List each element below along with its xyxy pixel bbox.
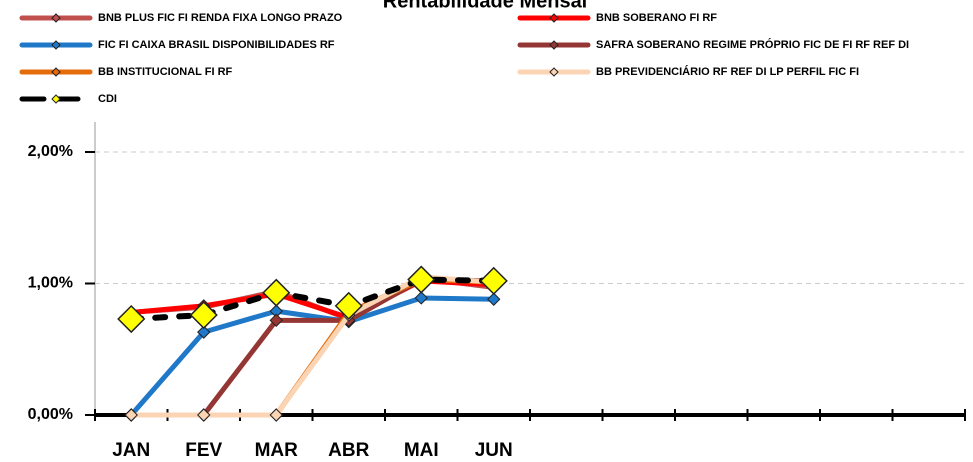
- legend-label: SAFRA SOBERANO REGIME PRÓPRIO FIC DE FI …: [596, 38, 909, 51]
- legend-marker: [549, 67, 559, 77]
- x-tick-label: JAN: [112, 440, 150, 461]
- legend-marker: [51, 40, 61, 50]
- series-marker: [262, 278, 291, 307]
- series-marker: [334, 291, 363, 320]
- x-tick-label: MAR: [255, 440, 299, 461]
- x-tick-label: MAI: [404, 440, 439, 461]
- y-tick-label: 1,00%: [28, 275, 73, 292]
- x-tick-label: JUN: [475, 440, 513, 461]
- x-tick-label: ABR: [328, 440, 369, 461]
- series-marker: [487, 292, 501, 306]
- series-marker: [189, 300, 218, 330]
- legend-label: FIC FI CAIXA BRASIL DISPONIBILIDADES RF: [98, 39, 335, 51]
- y-tick-label: 0,00%: [28, 406, 73, 423]
- legend-label: BB INSTITUCIONAL FI RF: [98, 66, 233, 78]
- legend-label: BNB SOBERANO FI RF: [596, 12, 717, 24]
- legend-marker: [51, 13, 61, 23]
- series-marker: [407, 265, 436, 294]
- legend-marker: [549, 40, 559, 50]
- series-marker: [269, 313, 283, 328]
- series-marker: [479, 266, 508, 295]
- legend-marker: [51, 67, 61, 77]
- series-marker: [124, 408, 138, 422]
- series-marker: [197, 408, 211, 422]
- legend-label: BNB PLUS FIC FI RENDA FIXA LONGO PRAZO: [98, 12, 343, 24]
- series-marker: [414, 291, 428, 305]
- series-marker: [117, 304, 146, 334]
- legend-marker: [549, 13, 559, 23]
- x-tick-label: FEV: [185, 440, 222, 461]
- y-tick-label: 2,00%: [28, 143, 73, 160]
- legend-label: BB PREVIDENCIÁRIO RF REF DI LP PERFIL FI…: [596, 65, 859, 78]
- series-marker: [197, 325, 211, 339]
- legend-marker: [51, 94, 61, 104]
- legend-label: CDI: [98, 93, 117, 105]
- series-marker: [269, 408, 283, 422]
- chart-title: Rentabilidade Mensal: [383, 0, 588, 12]
- series-line: [128, 295, 497, 418]
